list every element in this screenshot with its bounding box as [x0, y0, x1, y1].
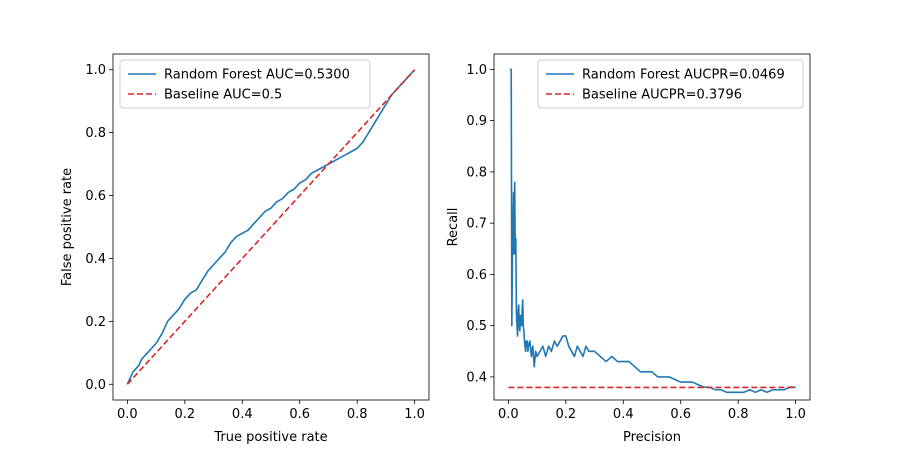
- series-line-0: [509, 68, 796, 394]
- legend-entry-label: Random Forest AUCPR=0.0469: [582, 68, 785, 83]
- axes-frame: [112, 53, 430, 401]
- x-tick-label: 0.6: [289, 407, 310, 422]
- series-group: [508, 68, 796, 394]
- y-tick-label: 0.9: [466, 114, 487, 129]
- x-tick-label: 0.2: [555, 407, 576, 422]
- y-tick-label: 1.0: [466, 63, 487, 78]
- series-group: [126, 69, 416, 385]
- x-tick-label: 0.8: [347, 407, 368, 422]
- legend-box: [119, 59, 371, 109]
- legend: Random Forest AUCPR=0.0469 Baseline AUCPR…: [537, 59, 804, 109]
- series-line-0: [126, 69, 416, 385]
- x-tick-label: 0.0: [117, 407, 138, 422]
- y-tick-label: 0.8: [85, 126, 106, 141]
- y-axis-label: False positive rate: [60, 168, 75, 286]
- y-tick-label: 0.5: [466, 319, 487, 334]
- series-line-1: [126, 69, 416, 385]
- x-tick-label: 1.0: [404, 407, 425, 422]
- y-tick-label: 0.7: [466, 217, 487, 232]
- legend-entry-label: Baseline AUCPR=0.3796: [582, 88, 742, 103]
- y-tick-label: 1.0: [85, 63, 106, 78]
- precision-recall-chart: 0.0 0.2 0.4 0.6 0.8 1.0 0.4 0.5 0.6 0.7 0.8 0.9 1.0 P…: [446, 53, 811, 445]
- y-tick-label: 0.6: [466, 268, 487, 283]
- x-tick-label: 0.6: [670, 407, 691, 422]
- legend-box: [537, 59, 804, 109]
- y-axis-label: Recall: [446, 208, 461, 247]
- x-tick-label: 0.2: [174, 407, 195, 422]
- y-tick-label: 0.8: [466, 165, 487, 180]
- y-tick-label: 0.6: [85, 189, 106, 204]
- x-tick-label: 1.0: [785, 407, 806, 422]
- x-tick-label: 0.8: [728, 407, 749, 422]
- x-axis-label: True positive rate: [213, 430, 327, 445]
- x-tick-label: 0.4: [232, 407, 253, 422]
- y-tick-label: 0.0: [85, 378, 106, 393]
- y-tick-label: 0.4: [466, 370, 487, 385]
- roc-chart: 0.0 0.2 0.4 0.6 0.8 1.0 0.0 0.2 0.4 0.6 0.8 1.0 True…: [60, 53, 430, 445]
- x-tick-label: 0.0: [498, 407, 519, 422]
- y-tick-label: 0.2: [85, 315, 106, 330]
- legend-entry-label: Baseline AUC=0.5: [164, 88, 282, 103]
- axes-frame: [493, 53, 811, 401]
- legend: Random Forest AUC=0.5300 Baseline AUC=0.5: [119, 59, 371, 109]
- y-tick-label: 0.4: [85, 252, 106, 267]
- legend-entry-label: Random Forest AUC=0.5300: [164, 68, 350, 83]
- x-axis-label: Precision: [623, 430, 681, 445]
- x-tick-label: 0.4: [613, 407, 634, 422]
